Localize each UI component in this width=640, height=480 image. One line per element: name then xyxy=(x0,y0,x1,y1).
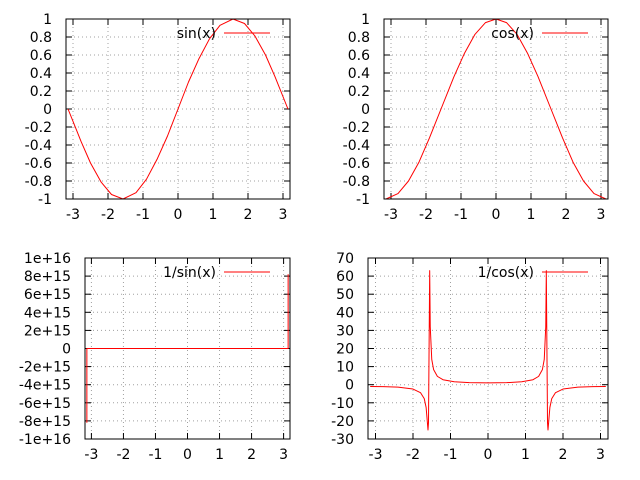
x-tick-label: 1 xyxy=(521,447,530,463)
series-line xyxy=(385,19,607,199)
y-tick-label: 0.6 xyxy=(348,48,370,64)
x-tick-label: 0 xyxy=(484,447,493,463)
x-tick-label: -2 xyxy=(116,447,130,463)
y-tick-label: 60 xyxy=(336,269,354,285)
y-tick-label: 8e+15 xyxy=(24,269,71,285)
legend-label: 1/sin(x) xyxy=(163,265,216,281)
y-tick-label: 0.6 xyxy=(30,48,52,64)
y-tick-label: -0.8 xyxy=(343,174,370,190)
x-tick-label: 3 xyxy=(596,447,605,463)
x-tick-label: -1 xyxy=(148,447,162,463)
x-tick-label: -2 xyxy=(101,207,115,223)
y-tick-label: -0.4 xyxy=(343,138,370,154)
series-line xyxy=(67,19,289,199)
x-tick-label: 3 xyxy=(279,447,288,463)
x-tick-label: 3 xyxy=(279,207,288,223)
series-line xyxy=(370,270,606,431)
y-tick-label: -8e+15 xyxy=(19,414,71,430)
y-tick-label: 1 xyxy=(43,12,52,28)
plot-panel-1: -3 -2 -1 0 1 2 3 -1 -0.8 -0.6 -0.4 -0.2 0 0.2 0.4 0.6 0.… xyxy=(25,12,291,223)
y-tick-label: -0.6 xyxy=(343,156,370,172)
x-tick-label: 2 xyxy=(244,207,253,223)
y-tick-label: 0.8 xyxy=(30,30,52,46)
x-tick-label: 2 xyxy=(247,447,256,463)
y-tick-label: -30 xyxy=(331,432,354,448)
legend-label: sin(x) xyxy=(177,26,216,42)
x-tick-label: -3 xyxy=(84,447,98,463)
x-tick-label: 0 xyxy=(174,207,183,223)
x-tick-label: -3 xyxy=(369,447,383,463)
y-tick-label: -0.8 xyxy=(25,174,52,190)
y-tick-label: 0.8 xyxy=(348,30,370,46)
x-tick-label: 2 xyxy=(562,207,571,223)
y-tick-label: 50 xyxy=(336,287,354,303)
plot-panel-2: -3 -2 -1 0 1 2 3 -1 -0.8 -0.6 -0.4 -0.2 0 0.2 0.4 0.6 0.… xyxy=(343,12,609,223)
y-tick-label: 30 xyxy=(336,323,354,339)
x-tick-label: -2 xyxy=(406,447,420,463)
y-tick-label: 0 xyxy=(361,102,370,118)
x-tick-label: 1 xyxy=(215,447,224,463)
y-tick-label: 20 xyxy=(336,342,354,358)
y-tick-label: -2e+15 xyxy=(19,360,71,376)
x-tick-label: 0 xyxy=(492,207,501,223)
legend-label: 1/cos(x) xyxy=(478,265,534,281)
y-tick-label: 0.4 xyxy=(30,66,52,82)
x-tick-label: 2 xyxy=(559,447,568,463)
y-tick-label: 0 xyxy=(345,378,354,394)
legend-label: cos(x) xyxy=(491,26,534,42)
y-tick-label: -4e+15 xyxy=(19,378,71,394)
y-tick-label: 0 xyxy=(62,342,71,358)
x-tick-label: -1 xyxy=(444,447,458,463)
y-tick-label: 0 xyxy=(43,102,52,118)
x-tick-label: -1 xyxy=(454,207,468,223)
y-tick-label: -0.2 xyxy=(25,120,52,136)
y-tick-label: -6e+15 xyxy=(19,396,71,412)
y-tick-label: 70 xyxy=(336,251,354,267)
plot-panel-3: -3 -2 -1 0 1 2 3 -1e+16 -8e+15 -6e+15 -4e+15 -2e+15… xyxy=(19,251,291,463)
y-tick-label: 6e+15 xyxy=(24,287,71,303)
y-tick-label: -1 xyxy=(356,192,370,208)
y-tick-label: 0.2 xyxy=(348,84,370,100)
x-tick-label: -3 xyxy=(66,207,80,223)
y-tick-label: -1e+16 xyxy=(19,432,71,448)
plot-border xyxy=(65,18,291,200)
y-tick-label: 1 xyxy=(361,12,370,28)
y-tick-label: -0.6 xyxy=(25,156,52,172)
y-tick-label: 2e+15 xyxy=(24,323,71,339)
x-tick-label: 1 xyxy=(527,207,536,223)
y-tick-label: -0.4 xyxy=(25,138,52,154)
y-tick-label: -10 xyxy=(331,396,354,412)
y-tick-label: -20 xyxy=(331,414,354,430)
y-tick-label: 0.4 xyxy=(348,66,370,82)
plot-border xyxy=(84,257,291,440)
y-tick-label: 0.2 xyxy=(30,84,52,100)
y-tick-label: -1 xyxy=(38,192,52,208)
y-tick-label: 1e+16 xyxy=(24,251,71,267)
plot-panel-4: -3 -2 -1 0 1 2 3-30-20-100102030405060701/cos(… xyxy=(331,251,609,463)
y-tick-label: -0.2 xyxy=(343,120,370,136)
x-tick-label: -1 xyxy=(136,207,150,223)
plot-border xyxy=(367,257,609,440)
y-tick-label: 10 xyxy=(336,360,354,376)
x-tick-label: -2 xyxy=(419,207,433,223)
x-tick-label: 3 xyxy=(597,207,606,223)
y-tick-label: 4e+15 xyxy=(24,305,71,321)
x-tick-label: -3 xyxy=(384,207,398,223)
x-tick-label: 0 xyxy=(183,447,192,463)
series-line xyxy=(86,274,289,423)
plot-border xyxy=(383,18,609,200)
x-tick-label: 1 xyxy=(209,207,218,223)
y-tick-label: 40 xyxy=(336,305,354,321)
